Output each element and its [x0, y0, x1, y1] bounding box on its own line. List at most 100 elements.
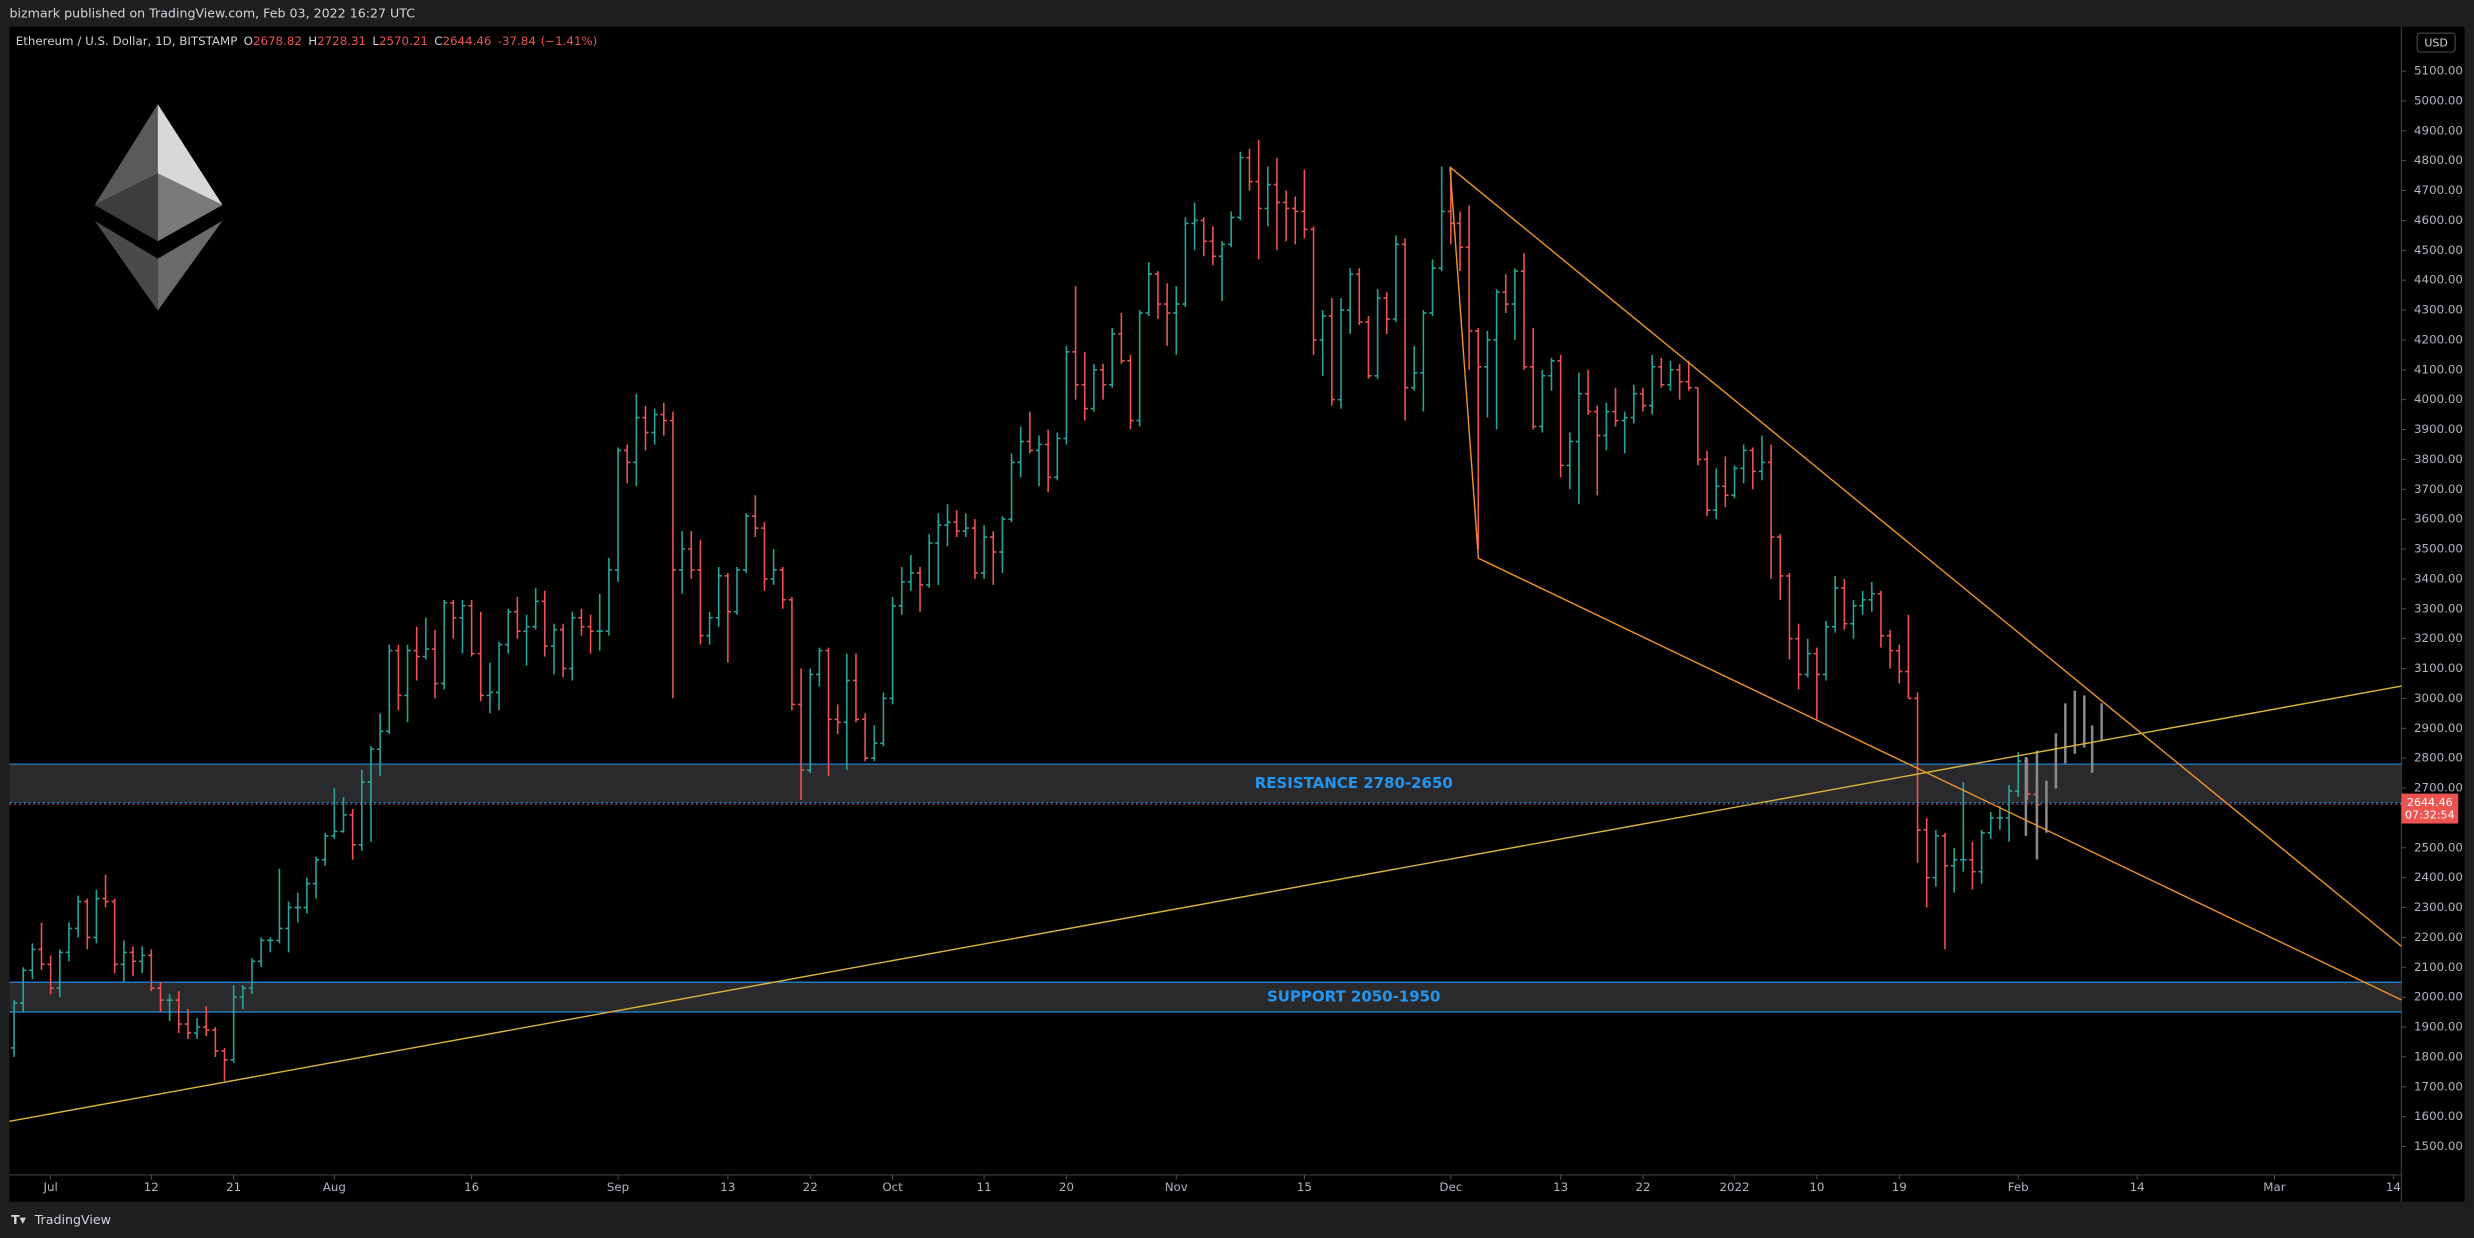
- x-tick-label: 13: [1553, 1180, 1568, 1194]
- y-tick-label: 3400.00: [2414, 571, 2463, 585]
- ohlc-key: L: [372, 34, 379, 48]
- ohlc-bar: [157, 982, 164, 1013]
- currency: USD: [2424, 36, 2448, 49]
- ohlc-key: H: [308, 34, 317, 48]
- ohlc-bar: [1374, 289, 1381, 379]
- ohlc-bar: [129, 946, 137, 977]
- ohlc-bar: [559, 623, 567, 678]
- ohlc-bar: [1822, 620, 1830, 681]
- ohlc-value: 2570.21: [379, 34, 428, 48]
- ohlc-bar: [1557, 354, 1564, 478]
- ohlc-bar: [1465, 205, 1473, 370]
- y-tick-label: 4100.00: [2414, 362, 2463, 376]
- ohlc-bar: [1392, 235, 1400, 322]
- ohlc-bar: [1292, 196, 1299, 245]
- ohlc-bar: [1886, 629, 1894, 669]
- ohlc-bar: [1145, 262, 1152, 317]
- ohlc-bar: [669, 411, 677, 699]
- logo-face: [94, 220, 158, 311]
- ohlc-bar: [1017, 426, 1024, 478]
- y-tick-label: 2500.00: [2414, 840, 2463, 854]
- ohlc-bar: [1282, 190, 1290, 242]
- ohlc-bar: [495, 641, 503, 711]
- x-tick-label: 16: [464, 1180, 479, 1194]
- ohlc-bar: [1456, 211, 1464, 272]
- y-tick-label: 3800.00: [2414, 452, 2463, 466]
- last-price-tag: [2401, 793, 2459, 824]
- ohlc-bar: [816, 647, 823, 687]
- ohlc-bar: [102, 874, 109, 908]
- ohlc-bar: [1081, 351, 1088, 421]
- ohlc-bar: [1365, 316, 1372, 379]
- ohlc-bar: [706, 611, 713, 645]
- ohlc-bar: [1996, 805, 2004, 830]
- x-tick-label: 22: [803, 1180, 818, 1194]
- ohlc-bar: [733, 566, 741, 615]
- ohlc-bar: [990, 531, 997, 585]
- ohlc-bar: [587, 614, 594, 654]
- ohlc-bar: [1099, 363, 1107, 400]
- ohlc-bar: [2015, 752, 2022, 797]
- legend-header: Ethereum / U.S. Dollar, 1D, BITSTAMP O267…: [16, 34, 598, 48]
- x-tick-label: Feb: [2008, 1180, 2029, 1194]
- ohlc-bar: [1273, 157, 1281, 251]
- ohlc-bar: [715, 566, 722, 627]
- ohlc-bar: [1859, 590, 1866, 615]
- ohlc-bar: [1026, 411, 1034, 454]
- ohlc-bar: [1182, 217, 1189, 308]
- ohlc-bar: [1163, 283, 1171, 346]
- ohlc-bar: [1758, 435, 1766, 481]
- ohlc-bar: [605, 557, 613, 636]
- ohlc-bar: [422, 617, 430, 660]
- ohlc-bar: [1584, 369, 1592, 415]
- ohlc-bar: [38, 922, 45, 971]
- zone-label: SUPPORT 2050-1950: [1267, 988, 1440, 1006]
- x-tick-label: 15: [1297, 1180, 1312, 1194]
- x-tick-label: Dec: [1439, 1180, 1462, 1194]
- ohlc-bar: [1072, 286, 1079, 400]
- chart-pane: [9, 26, 2465, 1202]
- ohlc-bar: [111, 898, 118, 974]
- change-pct: (−1.41%): [541, 34, 598, 48]
- ohlc-bar: [1264, 166, 1271, 227]
- ohlc-bar: [1795, 623, 1802, 690]
- ohlc-bar: [1658, 357, 1665, 388]
- ohlc-bar: [697, 540, 704, 645]
- ohlc-bar: [1218, 241, 1226, 302]
- ohlc-bar: [743, 513, 750, 573]
- ohlc-bar: [20, 967, 27, 1013]
- ohlc-bar: [1676, 363, 1683, 400]
- y-tick-label: 1800.00: [2414, 1049, 2463, 1063]
- ohlc-bar: [770, 549, 777, 585]
- ohlc-bar: [175, 991, 182, 1034]
- brand-logo: T▾: [11, 1212, 27, 1227]
- y-tick-label: 2800.00: [2414, 751, 2463, 765]
- ohlc-bar: [1044, 429, 1052, 493]
- ohlc-bar: [1054, 432, 1061, 481]
- ohlc-bar: [1319, 310, 1326, 376]
- ohlc-bar: [29, 943, 36, 980]
- ohlc-bar: [788, 596, 796, 711]
- y-tick-label: 3000.00: [2414, 691, 2463, 705]
- ohlc-bar: [1173, 286, 1180, 355]
- brand: TradingView: [34, 1212, 111, 1227]
- ohlc-bar: [1713, 468, 1720, 520]
- ohlc-bar: [916, 566, 924, 612]
- y-tick-label: 4000.00: [2414, 392, 2463, 406]
- ohlc-bar: [1960, 782, 1967, 872]
- zone: [9, 764, 2402, 803]
- ohlc-bar: [1722, 456, 1729, 508]
- x-tick-label: Nov: [1165, 1180, 1188, 1194]
- x-tick-label: 22: [1635, 1180, 1650, 1194]
- ohlc-bar: [1191, 202, 1198, 251]
- ohlc-bar: [358, 770, 365, 851]
- ohlc-bar: [1520, 253, 1528, 370]
- ohlc-bar: [1209, 226, 1217, 266]
- ohlc-bar: [761, 522, 768, 591]
- ohlc-bar: [56, 949, 63, 998]
- ohlc-bar: [193, 1018, 201, 1039]
- ohlc-bar: [65, 922, 73, 962]
- trend-line: [1449, 167, 2402, 1001]
- ohlc-bar: [797, 668, 805, 800]
- ohlc-bar: [1200, 217, 1207, 257]
